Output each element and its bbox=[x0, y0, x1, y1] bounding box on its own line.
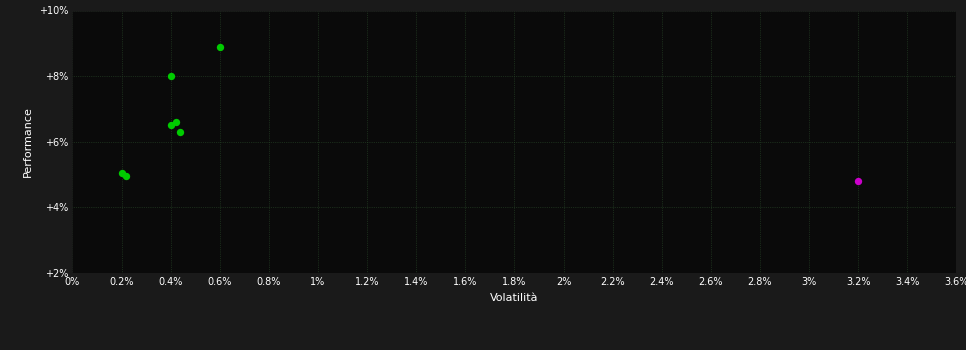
Point bbox=[850, 178, 866, 184]
Point bbox=[213, 44, 228, 49]
X-axis label: Volatilità: Volatilità bbox=[490, 293, 539, 303]
Point bbox=[163, 74, 179, 79]
Point bbox=[114, 170, 129, 176]
Point bbox=[163, 122, 179, 128]
Point bbox=[119, 173, 134, 179]
Y-axis label: Performance: Performance bbox=[23, 106, 34, 177]
Point bbox=[173, 129, 188, 135]
Point bbox=[168, 119, 184, 125]
